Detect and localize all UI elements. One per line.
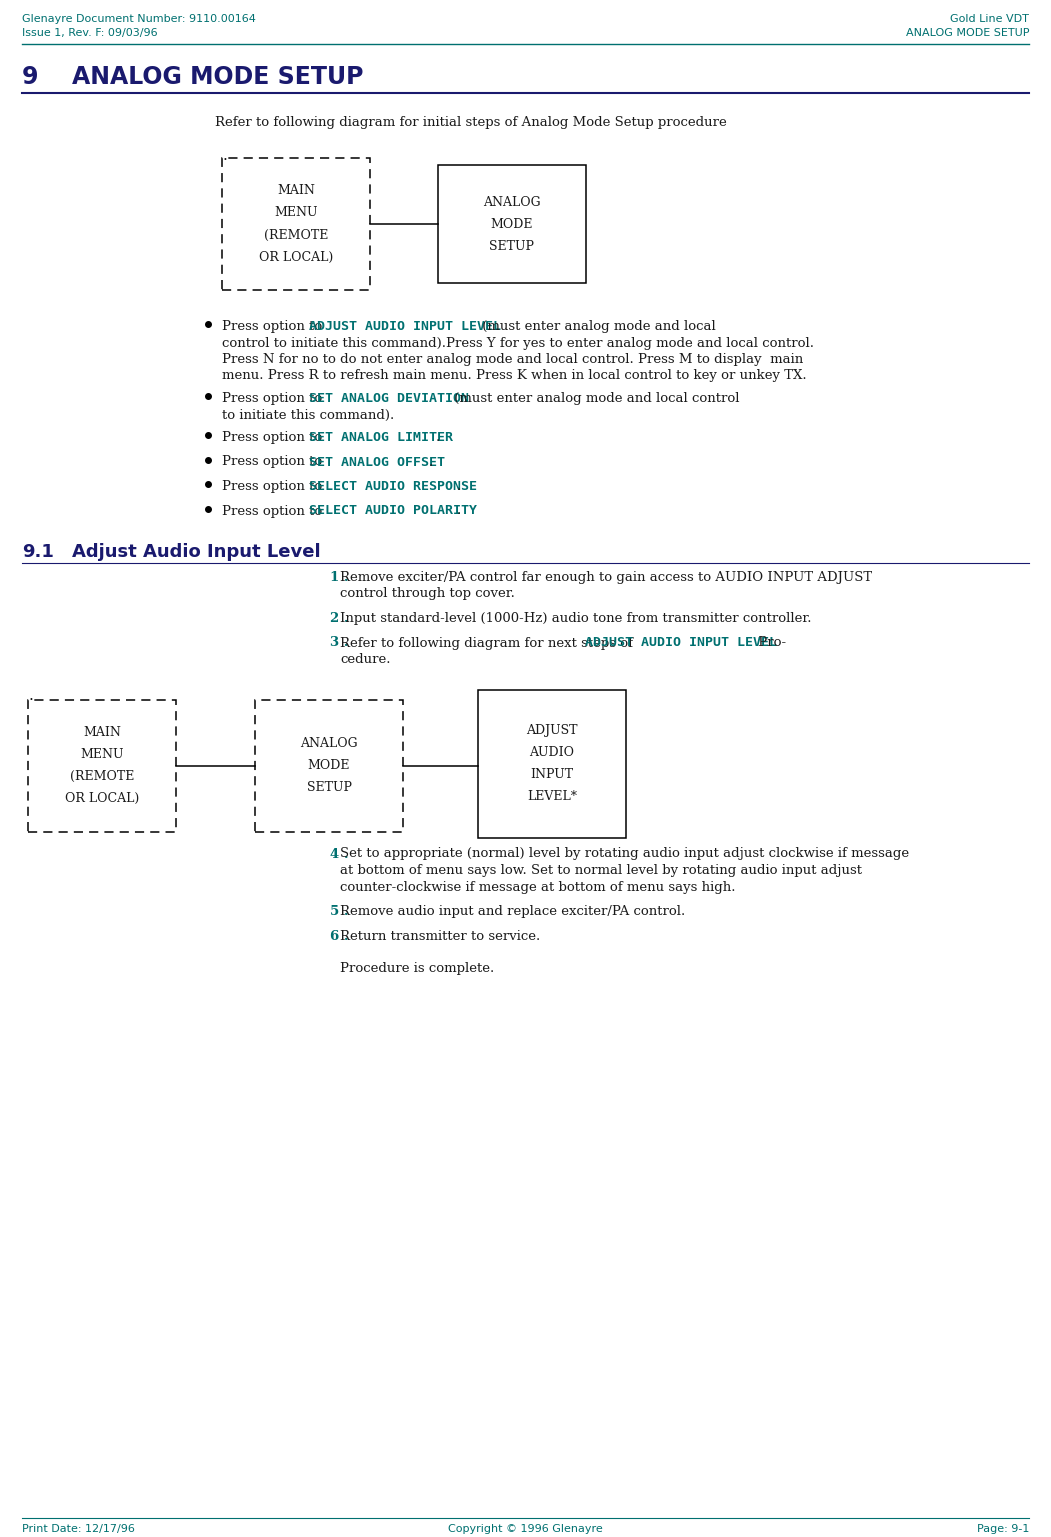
Text: Press option to: Press option to [222,430,327,444]
Text: SELECT AUDIO POLARITY: SELECT AUDIO POLARITY [309,504,477,518]
Text: Press option to: Press option to [222,392,327,406]
Text: .: . [429,455,433,469]
Text: menu. Press R to refresh main menu. Press K when in local control to key or unke: menu. Press R to refresh main menu. Pres… [222,369,806,383]
Text: .: . [222,148,227,163]
Text: 5 .: 5 . [330,905,349,918]
Text: Print Date: 12/17/96: Print Date: 12/17/96 [22,1525,135,1534]
Text: .: . [457,480,461,493]
Text: ADJUST
AUDIO
INPUT
LEVEL*: ADJUST AUDIO INPUT LEVEL* [527,724,578,802]
Text: Copyright © 1996 Glenayre: Copyright © 1996 Glenayre [448,1525,602,1534]
Text: Press option to: Press option to [222,480,327,493]
Text: ANALOG MODE SETUP: ANALOG MODE SETUP [906,28,1029,38]
Text: Set to appropriate (normal) level by rotating audio input adjust clockwise if me: Set to appropriate (normal) level by rot… [341,847,909,861]
Text: Glenayre Document Number: 9110.00164: Glenayre Document Number: 9110.00164 [22,14,255,25]
Text: at bottom of menu says low. Set to normal level by rotating audio input adjust: at bottom of menu says low. Set to norma… [341,864,862,878]
Text: .: . [436,430,440,444]
Bar [478,690,626,838]
Text: Remove exciter/PA control far enough to gain access to AUDIO INPUT ADJUST: Remove exciter/PA control far enough to … [341,572,872,584]
Text: Press option to: Press option to [222,320,327,334]
Text: MAIN
MENU
(REMOTE
OR LOCAL): MAIN MENU (REMOTE OR LOCAL) [65,725,139,805]
Text: control to initiate this command).Press Y for yes to enter analog mode and local: control to initiate this command).Press … [222,337,815,349]
Text: MAIN
MENU
(REMOTE
OR LOCAL): MAIN MENU (REMOTE OR LOCAL) [259,184,333,263]
Text: SELECT AUDIO RESPONSE: SELECT AUDIO RESPONSE [309,480,477,493]
Text: ANALOG MODE SETUP: ANALOG MODE SETUP [73,65,364,89]
Bar [28,699,176,832]
Text: ADJUST AUDIO INPUT LEVEL: ADJUST AUDIO INPUT LEVEL [585,636,778,650]
Text: .: . [28,687,33,702]
Text: Press N for no to do not enter analog mode and local control. Press M to display: Press N for no to do not enter analog mo… [222,354,803,366]
Text: SET ANALOG DEVIATION: SET ANALOG DEVIATION [309,392,469,406]
Text: Page: 9-1: Page: 9-1 [976,1525,1029,1534]
Text: (must enter analog mode and local: (must enter analog mode and local [478,320,716,334]
Text: Press option to: Press option to [222,455,327,469]
Text: Pro-: Pro- [755,636,786,650]
Text: control through top cover.: control through top cover. [341,587,515,601]
Bar [222,158,370,290]
Text: 9.1: 9.1 [22,543,54,561]
Bar [438,164,586,283]
Text: 9: 9 [22,65,39,89]
Text: 2 .: 2 . [330,612,349,626]
Text: ANALOG
MODE
SETUP: ANALOG MODE SETUP [301,738,357,795]
Text: Return transmitter to service.: Return transmitter to service. [341,930,540,942]
Text: 6 .: 6 . [330,930,349,942]
Text: ADJUST AUDIO INPUT LEVEL: ADJUST AUDIO INPUT LEVEL [309,320,501,334]
Text: Procedure is complete.: Procedure is complete. [341,962,494,974]
Text: Adjust Audio Input Level: Adjust Audio Input Level [73,543,321,561]
Text: Press option to: Press option to [222,504,327,518]
Text: SET ANALOG OFFSET: SET ANALOG OFFSET [309,455,446,469]
Text: Gold Line VDT: Gold Line VDT [950,14,1029,25]
Text: ANALOG
MODE
SETUP: ANALOG MODE SETUP [483,195,541,252]
Text: Refer to following diagram for initial steps of Analog Mode Setup procedure: Refer to following diagram for initial s… [215,115,726,129]
Text: Issue 1, Rev. F: 09/03/96: Issue 1, Rev. F: 09/03/96 [22,28,158,38]
Text: to initiate this command).: to initiate this command). [222,409,394,421]
Text: Remove audio input and replace exciter/PA control.: Remove audio input and replace exciter/P… [341,905,685,918]
Text: SET ANALOG LIMITER: SET ANALOG LIMITER [309,430,453,444]
Text: Input standard-level (1000-Hz) audio tone from transmitter controller.: Input standard-level (1000-Hz) audio ton… [341,612,811,626]
Text: .: . [457,504,461,518]
Text: counter-clockwise if message at bottom of menu says high.: counter-clockwise if message at bottom o… [341,881,736,893]
Text: 1 .: 1 . [330,572,349,584]
Text: 3 .: 3 . [330,636,349,650]
Text: Refer to following diagram for next steps of: Refer to following diagram for next step… [341,636,637,650]
Text: cedure.: cedure. [341,653,391,666]
Text: (must enter analog mode and local control: (must enter analog mode and local contro… [450,392,740,406]
Bar [255,699,403,832]
Text: 4 .: 4 . [330,847,349,861]
